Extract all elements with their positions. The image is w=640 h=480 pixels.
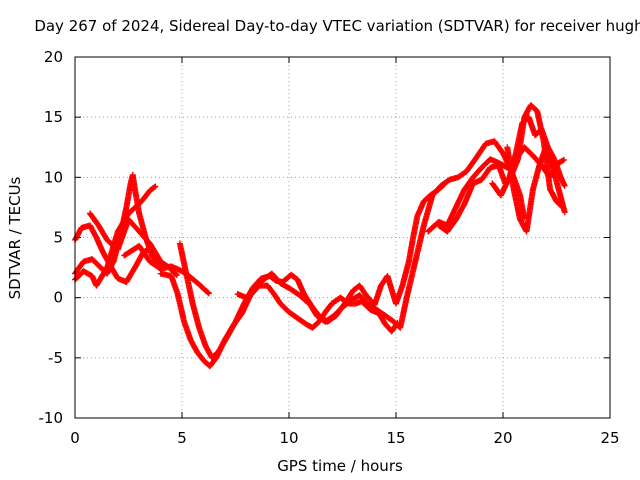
- x-tick-label: 15: [386, 429, 405, 447]
- series-12: [504, 144, 568, 235]
- series-4: [86, 210, 180, 279]
- y-tick-label: -10: [39, 409, 64, 427]
- data-point: [205, 290, 212, 297]
- series-7: [176, 181, 448, 361]
- data-markers: [72, 102, 568, 370]
- y-axis-label: SDTVAR / TECUs: [6, 176, 24, 299]
- data-point: [151, 184, 158, 191]
- x-tick-label: 20: [493, 429, 512, 447]
- y-tick-label: -5: [48, 349, 63, 367]
- series-3: [72, 183, 159, 289]
- series-8: [234, 138, 528, 331]
- y-tick-label: 5: [53, 229, 63, 247]
- x-axis-label: GPS time / hours: [277, 457, 403, 475]
- data-point: [561, 209, 568, 216]
- data-point: [205, 289, 212, 296]
- axis-ticks: 0 5 10 15 20 25 -10 -5 0 5 10 15 20: [39, 48, 620, 447]
- y-tick-label: 15: [44, 108, 63, 126]
- data-point: [173, 272, 180, 279]
- chart-title: Day 267 of 2024, Sidereal Day-to-day VTE…: [34, 17, 640, 35]
- data-point: [560, 156, 567, 163]
- x-tick-label: 5: [177, 429, 187, 447]
- x-tick-label: 10: [279, 429, 298, 447]
- data-point: [561, 182, 568, 189]
- y-tick-label: 10: [44, 168, 63, 186]
- grid: [75, 57, 610, 418]
- data-point: [152, 183, 159, 190]
- y-tick-label: 0: [53, 289, 63, 307]
- y-tick-label: 20: [44, 48, 63, 66]
- x-tick-label: 25: [600, 429, 619, 447]
- data-point: [173, 271, 180, 278]
- x-tick-label: 0: [70, 429, 80, 447]
